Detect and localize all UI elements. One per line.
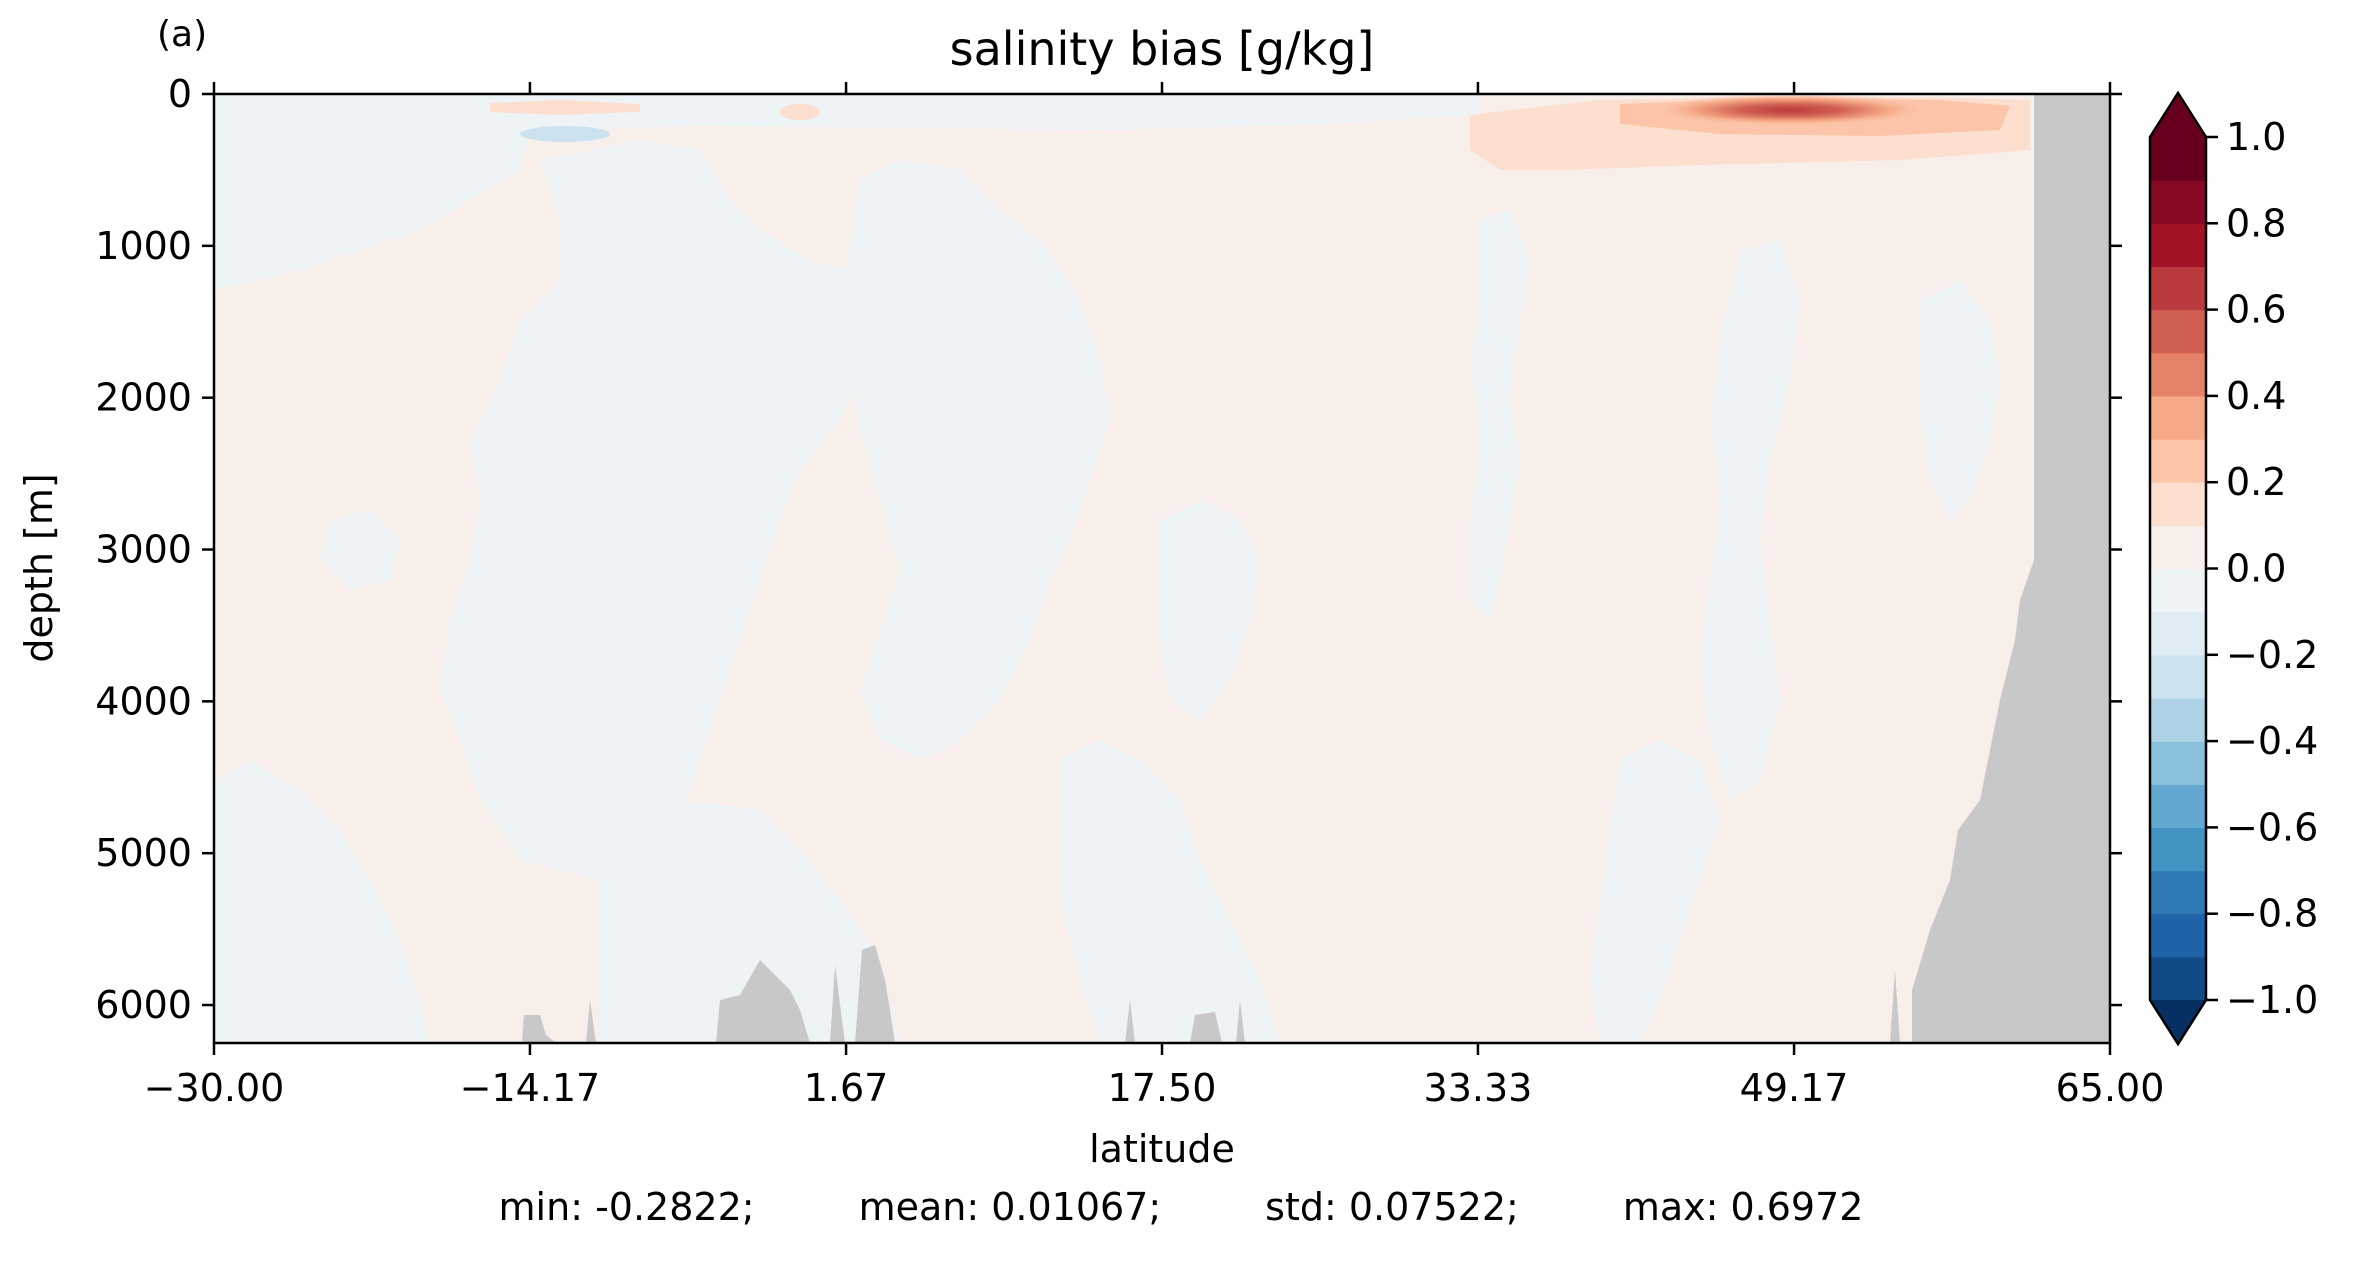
negative-patch-coastal bbox=[1920, 280, 2000, 520]
positive-patch-west-thin bbox=[490, 100, 640, 115]
colorbar-tick-label: −1.0 bbox=[2226, 978, 2318, 1022]
panel-label: (a) bbox=[157, 14, 207, 55]
colorbar-extend-low bbox=[2150, 1000, 2206, 1044]
colorbar-tick-label: 0.4 bbox=[2226, 374, 2286, 418]
chart-title: salinity bias [g/kg] bbox=[950, 22, 1375, 76]
land-mask-seafloor-c bbox=[716, 960, 810, 1043]
x-tick-label: 49.17 bbox=[1740, 1066, 1849, 1110]
land-mask-seafloor-h bbox=[1236, 1000, 1245, 1043]
colorbar-extend-high bbox=[2150, 93, 2206, 137]
x-tick-label: 33.33 bbox=[1424, 1066, 1533, 1110]
negative-patch-west-column bbox=[440, 140, 890, 880]
x-tick-label: −14.17 bbox=[460, 1066, 601, 1110]
land-mask-seafloor-f bbox=[1125, 1000, 1135, 1043]
stat-min: min: -0.2822; bbox=[498, 1185, 755, 1229]
positive-patch-west-small bbox=[780, 104, 820, 120]
x-axis-label: latitude bbox=[1089, 1127, 1235, 1171]
y-tick-label: 4000 bbox=[95, 679, 192, 723]
x-axis: −30.00 −14.17 1.67 17.50 33.33 49.17 65.00 bbox=[144, 82, 2165, 1110]
colorbar-bin bbox=[2150, 309, 2206, 354]
negative-bias-patches bbox=[214, 94, 2000, 1043]
colorbar-tick-label: 0.0 bbox=[2226, 547, 2286, 591]
colorbar-bin bbox=[2150, 395, 2206, 440]
colorbar-bin bbox=[2150, 697, 2206, 742]
land-mask-seafloor-e bbox=[855, 945, 895, 1043]
colorbar-bin bbox=[2150, 913, 2206, 958]
stat-mean: mean: 0.01067; bbox=[858, 1185, 1162, 1229]
colorbar-bin bbox=[2150, 352, 2206, 397]
colorbar-bin bbox=[2150, 568, 2206, 613]
colorbar-tick-label: −0.6 bbox=[2226, 805, 2318, 849]
salinity-field bbox=[214, 94, 2110, 1043]
y-axis-label: depth [m] bbox=[17, 473, 61, 662]
negative-patch-small-a bbox=[320, 510, 400, 590]
negative-patch-deep-east bbox=[1060, 740, 1280, 1043]
negative-patch-shallow-minimum bbox=[520, 126, 610, 142]
land-mask-seafloor-a bbox=[522, 1015, 556, 1043]
negative-patch-south-mid bbox=[1160, 500, 1260, 720]
colorbar-tick-label: −0.2 bbox=[2226, 633, 2318, 677]
colorbar-tick-label: −0.4 bbox=[2226, 719, 2318, 763]
colorbar-bin bbox=[2150, 956, 2206, 1001]
negative-patch-far-east-column bbox=[1700, 240, 1800, 800]
colorbar-bin bbox=[2150, 180, 2206, 224]
statistics-summary: min: -0.2822; mean: 0.01067; std: 0.07522;… bbox=[0, 1185, 2362, 1229]
colorbar-bin bbox=[2150, 482, 2206, 526]
colorbar-bin bbox=[2150, 439, 2206, 483]
land-mask-seafloor-d bbox=[830, 965, 845, 1043]
colorbar-bin bbox=[2150, 784, 2206, 828]
x-tick-label: 1.67 bbox=[804, 1066, 889, 1110]
land-mask-seafloor-b bbox=[586, 1000, 596, 1043]
x-tick-label: 65.00 bbox=[2056, 1066, 2165, 1110]
colorbar-tick-label: −0.8 bbox=[2226, 892, 2318, 936]
y-axis: 0 1000 2000 3000 4000 5000 6000 bbox=[95, 72, 2122, 1027]
colorbar-tick-label: 0.8 bbox=[2226, 201, 2286, 245]
positive-patch-core bbox=[1650, 94, 1930, 126]
colorbar-bin bbox=[2150, 525, 2206, 570]
colorbar-bin bbox=[2150, 870, 2206, 915]
colorbar-tick-label: 1.0 bbox=[2226, 115, 2286, 159]
y-tick-label: 1000 bbox=[95, 224, 192, 268]
colorbar-bin bbox=[2150, 611, 2206, 656]
stat-max: max: 0.6972 bbox=[1622, 1185, 1864, 1229]
y-tick-label: 5000 bbox=[95, 831, 192, 875]
colorbar: 1.0 0.8 0.6 0.4 0.2 0.0 −0.2 −0.4 −0.6 −0.8 −1.0 bbox=[2148, 90, 2318, 1047]
negative-patch-deep-centre bbox=[600, 800, 900, 1043]
x-tick-label: 17.50 bbox=[1108, 1066, 1217, 1110]
positive-surface-anomaly bbox=[490, 94, 2030, 170]
y-tick-label: 3000 bbox=[95, 528, 192, 572]
negative-patch-east-column bbox=[1470, 210, 1530, 620]
colorbar-bin bbox=[2150, 654, 2206, 699]
colorbar-bin bbox=[2150, 827, 2206, 872]
y-tick-label: 6000 bbox=[95, 983, 192, 1027]
colorbar-bin bbox=[2150, 137, 2206, 181]
colorbar-tick-label: 0.6 bbox=[2226, 288, 2286, 332]
negative-patch-deep-west bbox=[214, 760, 430, 1043]
y-tick-label: 0 bbox=[168, 72, 192, 116]
negative-patch-north-deep bbox=[1590, 740, 1720, 1043]
negative-patch-small-b bbox=[950, 390, 1010, 470]
colorbar-bin bbox=[2150, 741, 2206, 785]
colorbar-bin bbox=[2150, 223, 2206, 268]
land-mask-north-wall bbox=[1912, 94, 2110, 1043]
land-mask-seafloor-i bbox=[1890, 970, 1900, 1043]
stat-std: std: 0.07522; bbox=[1265, 1185, 1519, 1229]
colorbar-bin bbox=[2150, 266, 2206, 311]
colorbar-tick-label: 0.2 bbox=[2226, 460, 2286, 504]
x-tick-label: −30.00 bbox=[144, 1066, 285, 1110]
y-tick-label: 2000 bbox=[95, 376, 192, 420]
land-mask bbox=[522, 94, 2110, 1043]
land-mask-seafloor-g bbox=[1190, 1012, 1222, 1043]
